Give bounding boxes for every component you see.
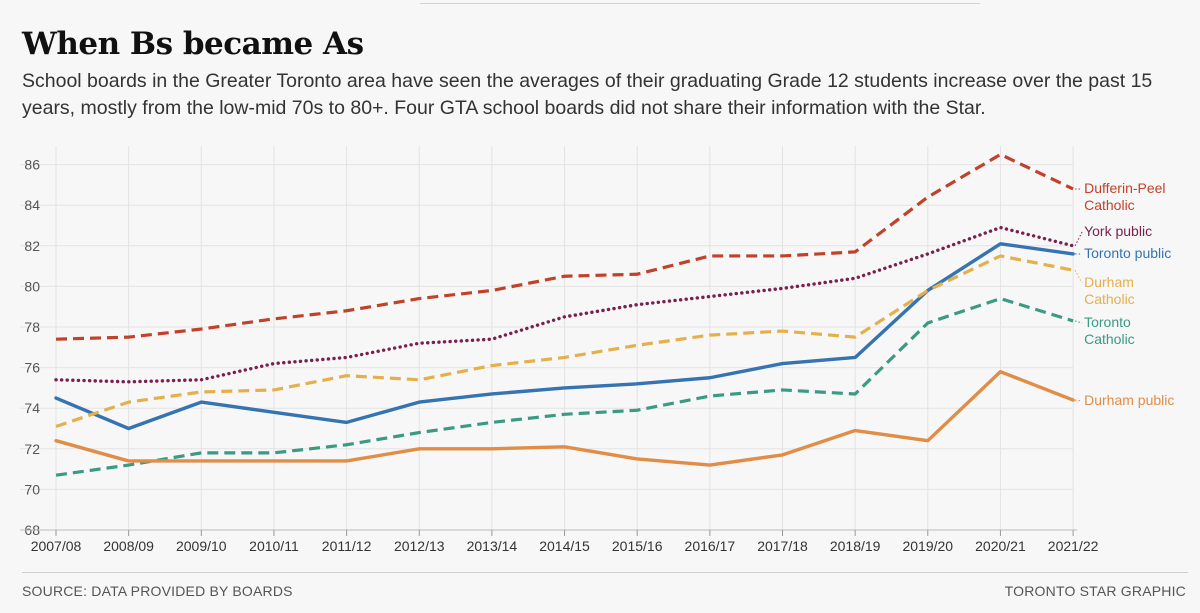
series-label-dufferin-peel-catholic: Dufferin-Peel Catholic [1084, 180, 1165, 213]
label-leader [1074, 320, 1083, 324]
x-tick-label: 2017/18 [757, 538, 808, 554]
footer-divider [22, 572, 1188, 573]
series-line-dufferin-peel-catholic [55, 152, 1074, 341]
chart-title: When Bs became As [22, 26, 364, 62]
y-tick-label: 78 [24, 319, 40, 335]
label-leader [1075, 399, 1083, 402]
y-tick-label: 72 [24, 441, 40, 457]
x-tick-label: 2011/12 [322, 538, 372, 554]
x-tick-label: 2009/10 [176, 538, 227, 554]
label-leader [1074, 269, 1083, 284]
x-tick-label: 2021/22 [1048, 538, 1099, 554]
series-line-durham-catholic [55, 254, 1074, 428]
series-line-toronto-catholic [55, 296, 1074, 477]
y-tick-label: 84 [24, 197, 40, 213]
chart-subtitle: School boards in the Greater Toronto are… [22, 70, 1153, 119]
series-line-york-public [54, 225, 1075, 384]
x-tick-label: 2015/16 [612, 538, 663, 554]
x-tick-label: 2010/11 [249, 538, 299, 554]
x-tick-label: 2020/21 [975, 538, 1026, 554]
series-line-durham-public [54, 369, 1075, 467]
series-label-york-public: York public [1084, 223, 1152, 239]
x-tick-label: 2019/20 [902, 538, 953, 554]
series-label-durham-catholic: Durham Catholic [1084, 274, 1135, 307]
series-line-toronto-public [54, 242, 1075, 431]
x-tick-label: 2007/08 [31, 538, 82, 554]
graphic-credit: TORONTO STAR GRAPHIC [1004, 583, 1186, 599]
x-tick-label: 2012/13 [394, 538, 445, 554]
y-tick-label: 74 [24, 400, 40, 416]
source-note: SOURCE: DATA PROVIDED BY BOARDS [22, 583, 293, 599]
previous-section-fragment [0, 0, 1200, 8]
y-tick-label: 80 [24, 278, 40, 294]
x-tick-label: 2018/19 [830, 538, 881, 554]
y-tick-label: 82 [24, 238, 40, 254]
y-tick-label: 70 [24, 481, 40, 497]
series-label-toronto-public: Toronto public [1084, 245, 1171, 261]
x-tick-label: 2014/15 [539, 538, 590, 554]
series-label-toronto-catholic: Toronto Catholic [1084, 314, 1135, 347]
y-tick-label: 76 [24, 360, 40, 376]
x-tick-label: 2013/14 [467, 538, 518, 554]
label-leader [1074, 231, 1083, 247]
x-tick-label: 2008/09 [103, 538, 154, 554]
y-tick-label: 86 [24, 157, 40, 173]
series-label-durham-public: Durham public [1084, 392, 1174, 408]
top-rule [420, 3, 980, 4]
x-tick-label: 2016/17 [685, 538, 736, 554]
